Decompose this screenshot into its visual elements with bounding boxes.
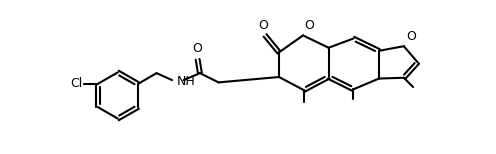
Text: Cl: Cl [71,77,83,90]
Text: O: O [406,30,416,43]
Text: NH: NH [177,75,195,88]
Text: O: O [192,43,202,55]
Text: O: O [258,19,268,32]
Text: O: O [305,19,314,32]
